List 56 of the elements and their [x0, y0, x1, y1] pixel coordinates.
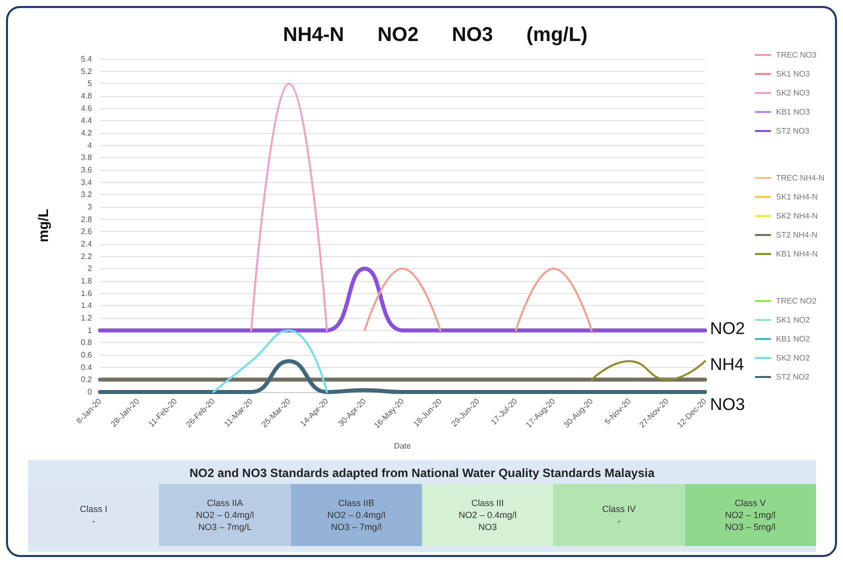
- y-tick-label: 4.6: [80, 104, 93, 113]
- y-tick-label: 2: [88, 264, 93, 274]
- text: Class III NO2 – 0.4mg/l NO3: [422, 484, 554, 546]
- y-tick-label: 5.2: [80, 66, 93, 76]
- y-tick-label: 4.2: [80, 128, 93, 138]
- y-tick-label: 5.4: [80, 54, 93, 64]
- y-tick-label: 1.4: [80, 301, 93, 310]
- text: NO2: [710, 319, 745, 338]
- text: NO2 and NO3 Standards adapted from National Water Quality Standards Malaysia: [188, 465, 656, 482]
- text: Class IIA NO2 – 0.4mg/l NO3 – 7mg/L: [159, 484, 291, 546]
- text: Class V NO2 – 1mg/l NO3 – 5mg/l: [684, 484, 816, 546]
- text: Class I -: [28, 484, 160, 546]
- legend-label: KB1 NO2: [776, 334, 810, 344]
- legend-label: SK1 NO2: [776, 316, 810, 324]
- text: Class IIB NO2 – 0.4mg/l NO3 – 7mg/l: [290, 484, 422, 546]
- y-tick-label: 2.4: [80, 240, 93, 248]
- legend-label: ST2 NO3: [776, 126, 810, 136]
- y-tick-label: 5: [88, 79, 93, 88]
- y-tick-label: 4: [88, 140, 93, 150]
- y-tick-label: 0.2: [80, 375, 93, 384]
- legend-label: KB1 NH4-N: [776, 250, 818, 258]
- y-tick-label: 3.4: [80, 178, 93, 187]
- text: NH4: [710, 355, 744, 374]
- y-tick-label: 3.8: [80, 153, 93, 162]
- y-tick-label: 0: [88, 388, 93, 396]
- y-tick-label: 3.2: [80, 190, 93, 200]
- y-tick-label: 4.8: [80, 92, 93, 100]
- legend-label: SK2 NH4-N: [776, 212, 818, 220]
- legend-label: TREC NO2: [776, 296, 817, 306]
- y-axis-title: mg/L: [35, 208, 51, 242]
- y-tick-label: 1.6: [80, 288, 93, 298]
- text: Class IV -: [553, 484, 685, 546]
- legend-label: SK1 NO3: [776, 70, 810, 78]
- y-tick-label: 2.6: [80, 227, 93, 236]
- y-tick-label: 1.2: [80, 314, 93, 322]
- y-tick-label: 3: [88, 202, 93, 212]
- legend-label: SK1 NH4-N: [776, 192, 818, 202]
- y-tick-label: 0.4: [80, 362, 93, 372]
- legend-label: TREC NH4-N: [776, 174, 825, 182]
- y-tick-label: 1: [88, 326, 93, 335]
- y-tick-label: 0.8: [80, 338, 93, 348]
- legend-label: ST2 NH4-N: [776, 230, 818, 240]
- legend-label: KB1 NO3: [776, 108, 810, 116]
- legend-label: ST2 NO2: [776, 372, 810, 382]
- text: NO3: [710, 395, 745, 414]
- y-tick-label: 2.2: [80, 252, 93, 261]
- chart-title: NH4-N NO2 NO3 (mg/L): [283, 24, 588, 46]
- y-tick-label: 1.8: [80, 276, 93, 286]
- y-tick-label: 0.6: [80, 350, 93, 360]
- y-tick-label: 4.4: [80, 116, 93, 126]
- legend-label: TREC NO3: [776, 50, 817, 60]
- legend-label: SK2 NO3: [776, 88, 810, 98]
- x-axis-title: Date: [394, 442, 412, 450]
- legend-label: SK2 NO2: [776, 354, 810, 362]
- y-tick-label: 3.6: [80, 166, 93, 174]
- y-tick-label: 2.8: [80, 214, 93, 224]
